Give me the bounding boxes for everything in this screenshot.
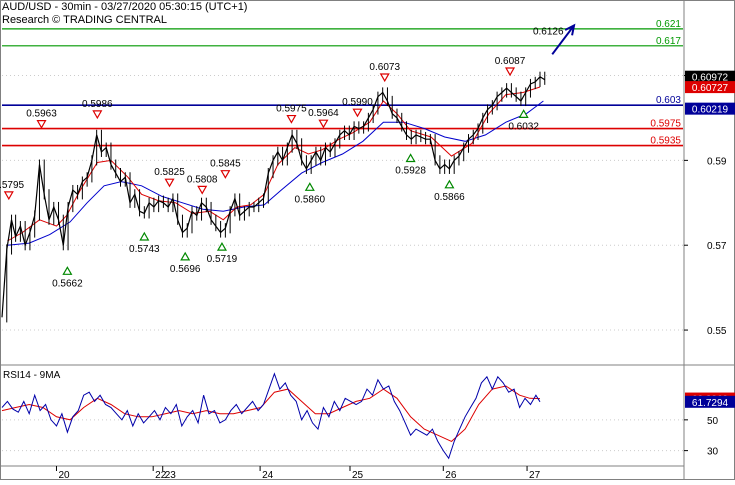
- level-label-target: 0.617: [656, 36, 681, 47]
- price-value-tag-label: 0.60727: [692, 83, 729, 94]
- swing-label: 0.5845: [210, 159, 241, 170]
- price-y-tick-label: 0.59: [707, 156, 727, 167]
- chart-title: AUD/USD - 30min - 03/27/2020 05:30:15 (U…: [2, 1, 248, 13]
- swing-label: 0.6032: [508, 121, 539, 132]
- swing-marker-down: [379, 73, 390, 83]
- swing-marker-down: [164, 178, 175, 188]
- rsi-y-tick-label: 30: [707, 447, 719, 458]
- swing-label: 0.5975: [276, 104, 307, 115]
- swing-label: 0.5719: [207, 254, 238, 265]
- swing-marker-up: [62, 266, 73, 275]
- x-tick-label: 25: [352, 470, 364, 480]
- price-line: [1, 76, 546, 318]
- swing-marker-down: [504, 67, 516, 77]
- swing-marker-down: [220, 170, 231, 179]
- swing-marker-up: [180, 251, 191, 261]
- swing-label: 0.5808: [187, 174, 218, 185]
- projection-label: 0.6126: [533, 26, 564, 37]
- level-label-resistance: 0.5975: [650, 119, 681, 130]
- price-value-tag: [685, 70, 735, 83]
- rsi-ma-line: [1, 385, 541, 442]
- swing-label: 0.5963: [26, 109, 57, 120]
- level-label-pivot: 0.603: [656, 95, 681, 106]
- swing-marker-down: [286, 114, 297, 124]
- x-tick-label: 22: [155, 470, 167, 480]
- x-tick-label: 24: [262, 470, 274, 480]
- swing-marker-up: [405, 153, 416, 163]
- rsi-value-tag-label: 61.7294: [692, 398, 729, 409]
- ma-fast-line: [7, 86, 541, 242]
- swing-label: 0.6073: [369, 62, 400, 73]
- swing-label: 0.5964: [308, 108, 339, 119]
- projection-arrow-head: [564, 23, 576, 36]
- swing-label: 0.6087: [495, 56, 526, 67]
- price-y-tick-label: 0.55: [707, 326, 727, 337]
- price-value-tag: [685, 102, 735, 115]
- rsi-title: RSI14 - 9MA: [3, 370, 61, 381]
- swing-label: 0.5743: [129, 244, 160, 255]
- swing-marker-down: [3, 191, 14, 201]
- x-tick-label: 23: [165, 470, 177, 480]
- projection-arrow-line: [551, 24, 575, 55]
- x-tick-label: 26: [445, 470, 457, 480]
- swing-label: 0.5662: [52, 278, 83, 289]
- swing-marker-down: [92, 110, 103, 120]
- swing-label: 0.5866: [434, 192, 465, 203]
- price-value-tag-label: 0.60219: [692, 105, 729, 116]
- price-y-tick-label: 0.57: [707, 241, 727, 252]
- price-value-tag-label: 0.60972: [692, 73, 729, 84]
- swing-marker-up: [216, 241, 227, 251]
- x-tick-label: 20: [58, 470, 70, 480]
- swing-marker-down: [197, 185, 208, 195]
- swing-marker-up: [518, 109, 529, 118]
- level-label-resistance: 0.5935: [650, 136, 681, 147]
- swing-label: 0.5928: [395, 165, 426, 176]
- swing-label: 0.5696: [170, 264, 201, 275]
- swing-label: 0.5825: [154, 167, 185, 178]
- swing-marker-up: [304, 182, 315, 191]
- price-value-tag: [685, 81, 735, 94]
- rsi-value-tag: [685, 395, 735, 408]
- swing-marker-down: [352, 108, 363, 118]
- level-label-target: 0.621: [656, 19, 681, 30]
- swing-marker-down: [318, 119, 329, 129]
- rsi-y-tick-label: 50: [707, 416, 719, 427]
- rsi-line: [1, 372, 541, 460]
- swing-label: 0.5795: [0, 180, 25, 191]
- swing-label: 0.5990: [342, 97, 373, 108]
- swing-marker-up: [139, 231, 150, 241]
- ma-slow-line: [7, 100, 544, 246]
- x-tick-label: 27: [529, 470, 541, 480]
- chart-subtitle: Research © TRADING CENTRAL: [2, 14, 167, 26]
- swing-label: 0.5986: [82, 99, 113, 110]
- swing-marker-up: [444, 179, 455, 189]
- swing-label: 0.5860: [295, 194, 326, 205]
- swing-marker-down: [36, 120, 47, 129]
